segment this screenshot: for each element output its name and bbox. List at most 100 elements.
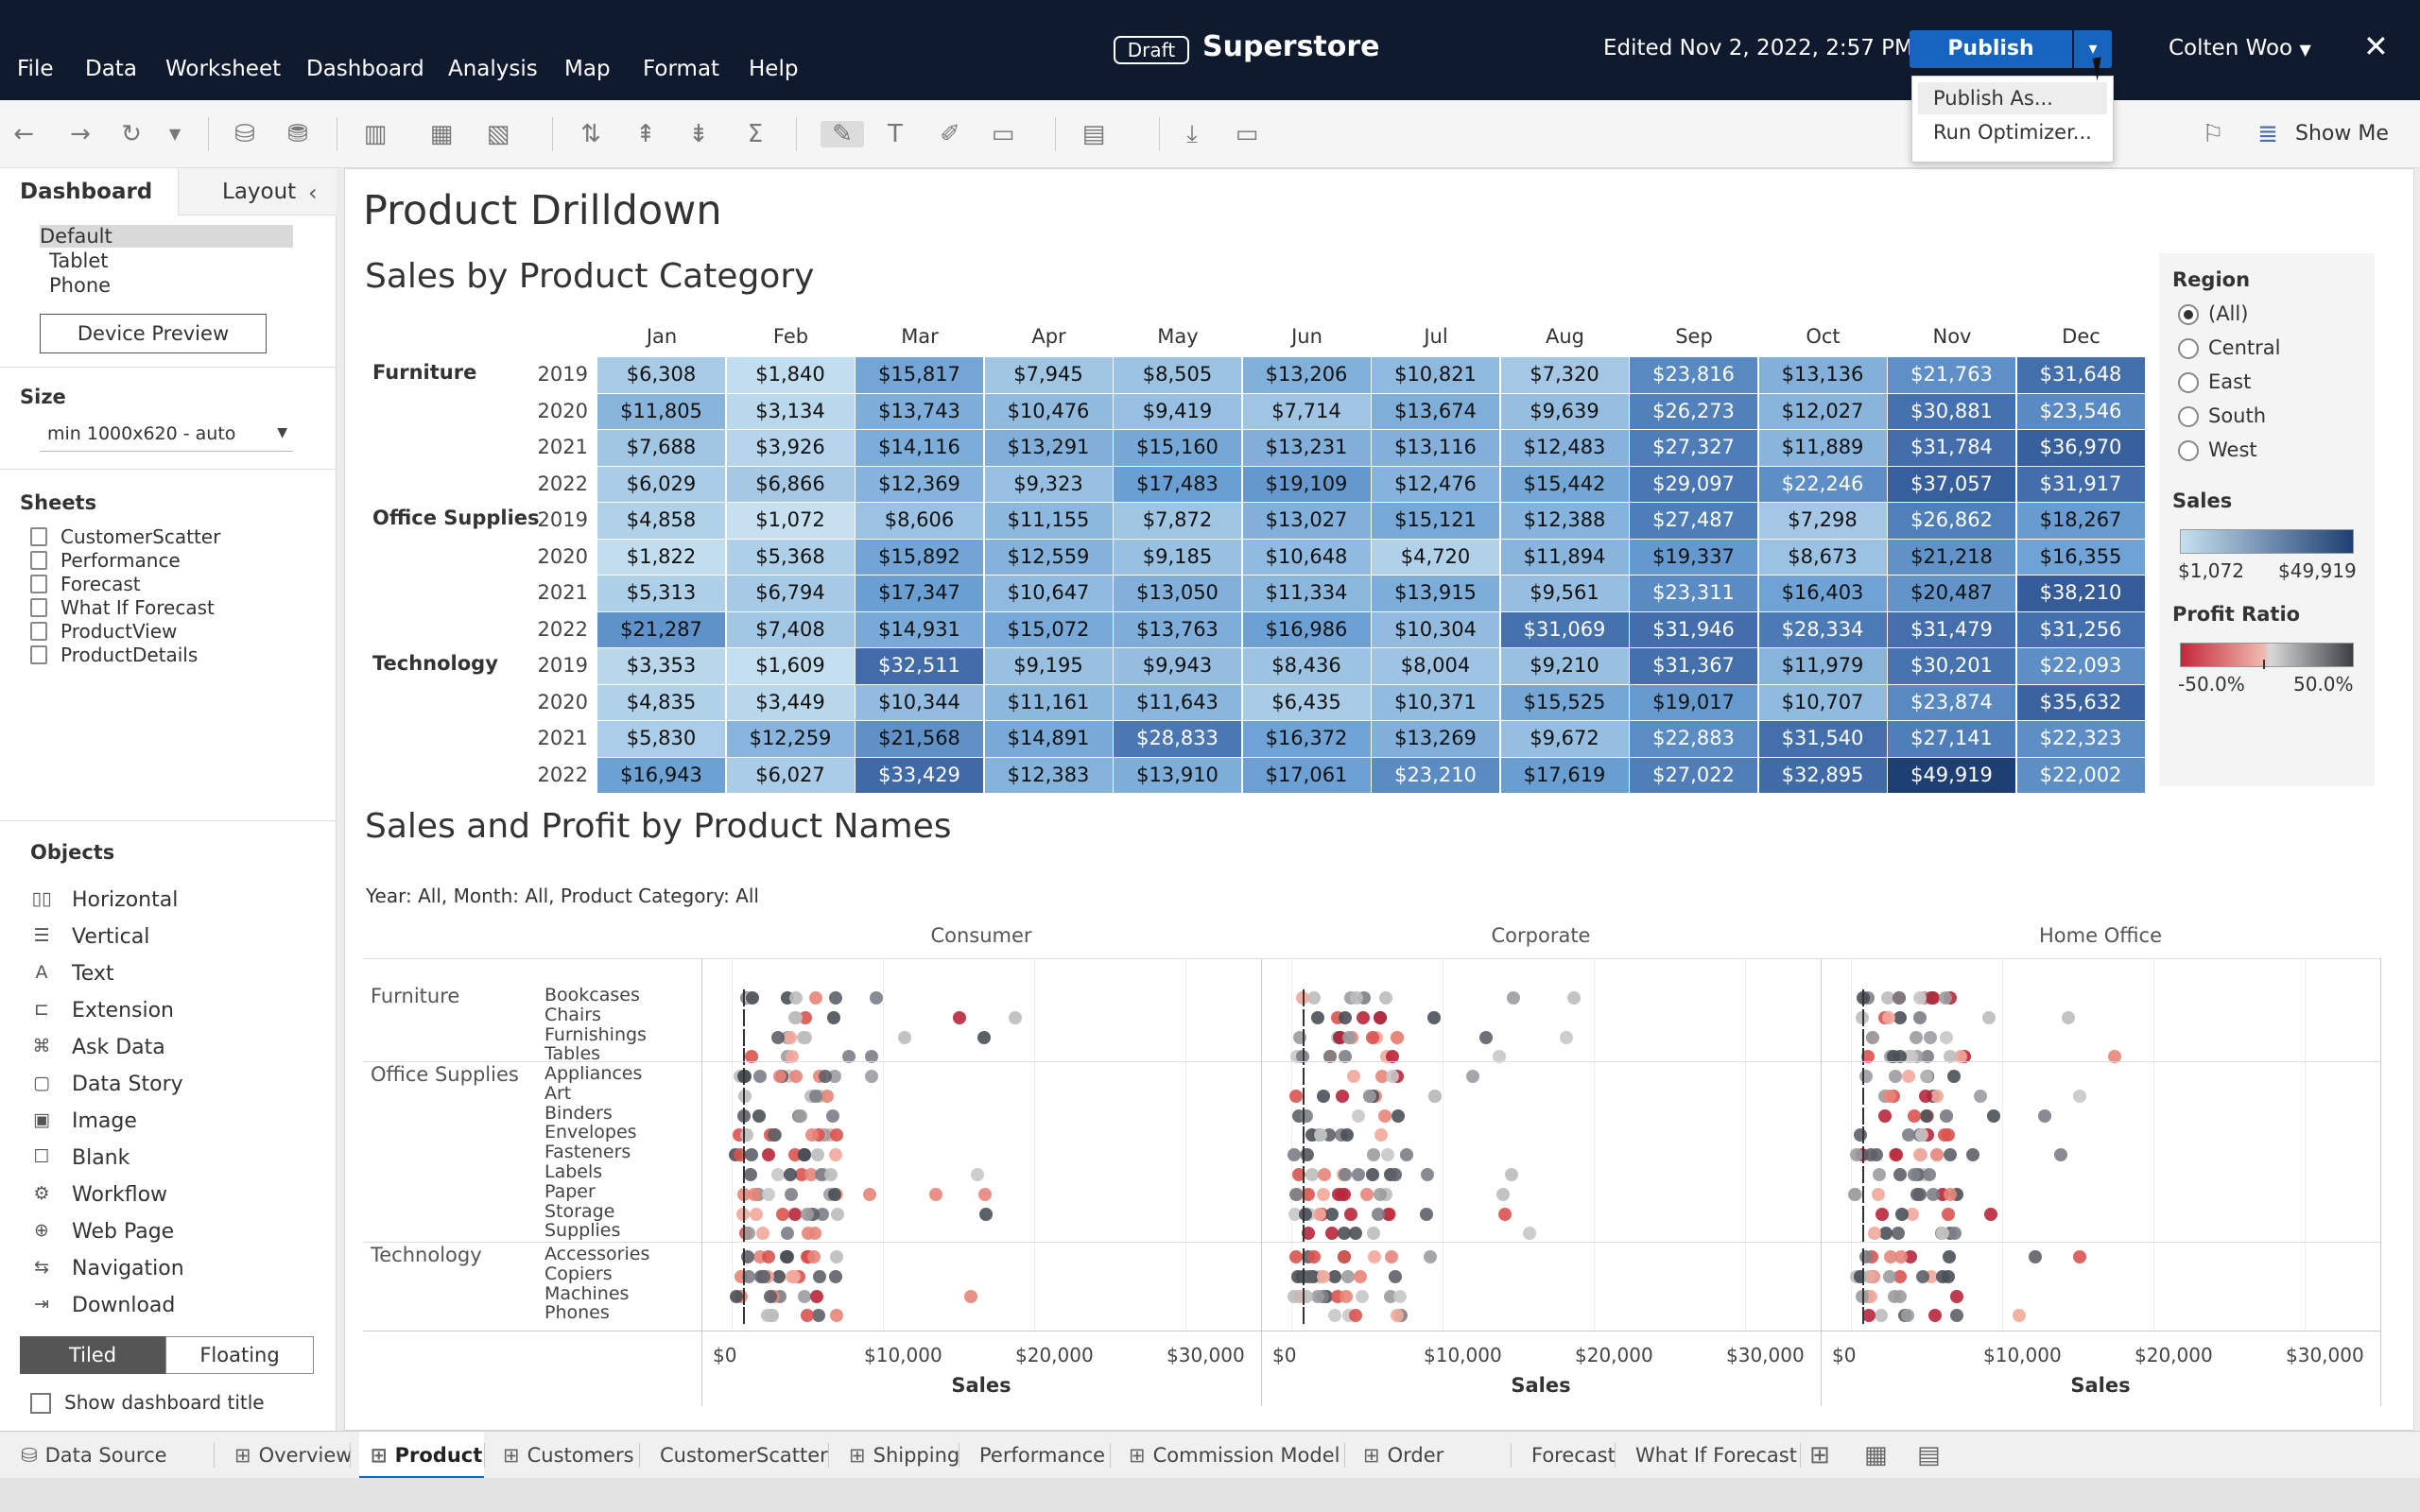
scatter-point[interactable] xyxy=(1901,1309,1915,1323)
heatmap-cell[interactable]: $12,483 xyxy=(1500,430,1629,466)
heatmap-cell[interactable]: $10,707 xyxy=(1758,684,1887,720)
heatmap-cell[interactable]: $10,476 xyxy=(984,393,1113,429)
heatmap-cell[interactable]: $37,057 xyxy=(1888,466,2015,502)
tab-layout[interactable]: Layout xyxy=(178,168,337,215)
heatmap-cell[interactable]: $17,483 xyxy=(1114,466,1241,502)
scatter-point[interactable] xyxy=(1889,1070,1903,1083)
heatmap-cell[interactable]: $27,141 xyxy=(1888,721,2015,757)
scatter-point[interactable] xyxy=(1495,1187,1510,1201)
scatter-point[interactable] xyxy=(766,1309,780,1323)
scatter-point[interactable] xyxy=(1298,1207,1312,1221)
tiled-button[interactable]: Tiled xyxy=(20,1336,165,1374)
show-me-button[interactable]: Show Me xyxy=(2295,122,2389,146)
scatter-point[interactable] xyxy=(744,1148,758,1162)
scatter-point[interactable] xyxy=(1848,1187,1862,1201)
scatter-point[interactable] xyxy=(1348,1227,1362,1241)
heatmap-cell[interactable]: $28,334 xyxy=(1758,611,1887,647)
scatter-point[interactable] xyxy=(1566,991,1581,1005)
scatter-point[interactable] xyxy=(1391,1108,1405,1123)
scatter-point[interactable] xyxy=(1982,1010,1996,1024)
scatter-point[interactable] xyxy=(1559,1030,1573,1044)
scatter-point[interactable] xyxy=(1910,1187,1924,1201)
heatmap-cell[interactable]: $31,540 xyxy=(1758,721,1887,757)
tab-forecast[interactable]: Forecast xyxy=(1520,1432,1616,1479)
scatter-point[interactable] xyxy=(739,1128,753,1143)
scatter-point[interactable] xyxy=(1862,1309,1876,1323)
sheet-item-customerscatter[interactable]: CustomerScatter xyxy=(60,525,221,548)
scatter-point[interactable] xyxy=(1944,1187,1958,1201)
object-navigation[interactable]: Navigation xyxy=(72,1257,184,1280)
heatmap-cell[interactable]: $12,388 xyxy=(1500,503,1629,539)
heatmap-cell[interactable]: $32,895 xyxy=(1758,757,1887,793)
show-me-icon[interactable]: ≣ xyxy=(2257,120,2278,148)
scatter-point[interactable] xyxy=(741,1269,755,1283)
region-radio-central[interactable] xyxy=(2178,338,2199,359)
sort-ascending-icon[interactable]: ⇞ xyxy=(635,120,656,148)
heatmap-cell[interactable]: $4,835 xyxy=(597,684,725,720)
heatmap-cell[interactable]: $10,304 xyxy=(1372,611,1499,647)
scatter-point[interactable] xyxy=(978,1207,993,1221)
scatter-point[interactable] xyxy=(772,1070,786,1083)
scatter-point[interactable] xyxy=(1909,1030,1923,1044)
new-story-icon[interactable]: ▤ xyxy=(1917,1441,1941,1469)
heatmap-cell[interactable]: $13,763 xyxy=(1114,611,1241,647)
highlight-icon[interactable]: ✎ xyxy=(821,121,864,147)
scatter-point[interactable] xyxy=(1427,1010,1442,1024)
tab-data-source[interactable]: ⛁ Data Source xyxy=(9,1432,214,1479)
scatter-point[interactable] xyxy=(1916,1269,1930,1283)
scatter-point[interactable] xyxy=(783,1168,797,1181)
heatmap-cell[interactable]: $14,891 xyxy=(984,721,1113,757)
heatmap-cell[interactable]: $12,476 xyxy=(1372,466,1499,502)
scatter-point[interactable] xyxy=(1340,1289,1354,1303)
scatter-point[interactable] xyxy=(1366,1168,1380,1181)
scatter-point[interactable] xyxy=(826,1108,840,1123)
sheet-item-forecast[interactable]: Forecast xyxy=(60,573,141,595)
scatter-point[interactable] xyxy=(1893,1269,1908,1283)
heatmap-cell[interactable]: $31,367 xyxy=(1630,648,1757,684)
heatmap-cell[interactable]: $11,979 xyxy=(1758,648,1887,684)
publish-button[interactable]: Publish xyxy=(1910,30,2072,68)
scatter-point[interactable] xyxy=(1954,1050,1968,1064)
scatter-point[interactable] xyxy=(800,1207,814,1221)
scatter-point[interactable] xyxy=(1312,1207,1326,1221)
tab-order-details[interactable]: ⊞Order Details xyxy=(1352,1432,1511,1512)
scatter-point[interactable] xyxy=(1942,1269,1956,1283)
scatter-point[interactable] xyxy=(1335,1089,1349,1103)
scatter-point[interactable] xyxy=(1929,1089,1944,1103)
heatmap-cell[interactable]: $10,648 xyxy=(1242,539,1371,575)
collapse-panel-icon[interactable]: ‹ xyxy=(308,180,318,206)
heatmap-cell[interactable]: $28,833 xyxy=(1114,721,1241,757)
heatmap-cell[interactable]: $11,643 xyxy=(1114,684,1241,720)
scatter-point[interactable] xyxy=(756,1269,770,1283)
scatter-point[interactable] xyxy=(1322,1050,1337,1064)
scatter-point[interactable] xyxy=(1009,1010,1023,1024)
heatmap-cell[interactable]: $7,945 xyxy=(984,357,1113,393)
heatmap-cell[interactable]: $7,872 xyxy=(1114,503,1241,539)
heatmap-cell[interactable]: $14,931 xyxy=(856,611,983,647)
scatter-point[interactable] xyxy=(738,1089,752,1103)
presentation-icon[interactable]: ▭ xyxy=(1235,120,1259,148)
download-icon[interactable]: ⤓ xyxy=(1186,120,1198,148)
scatter-point[interactable] xyxy=(1866,1269,1880,1283)
object-workflow[interactable]: Workflow xyxy=(72,1183,168,1207)
scatter-point[interactable] xyxy=(1506,991,1520,1005)
scatter-point[interactable] xyxy=(1391,1309,1405,1323)
scatter-point[interactable] xyxy=(1905,1207,1919,1221)
object-extension[interactable]: Extension xyxy=(72,999,175,1022)
heatmap-cell[interactable]: $27,487 xyxy=(1630,503,1757,539)
heatmap-cell[interactable]: $31,479 xyxy=(1888,611,2015,647)
scatter-point[interactable] xyxy=(1305,1168,1319,1181)
scatter-point[interactable] xyxy=(797,1148,811,1162)
object-data-story[interactable]: Data Story xyxy=(72,1073,183,1096)
tab-commission-model[interactable]: ⊞ Commission Model xyxy=(1117,1432,1344,1479)
scatter-point[interactable] xyxy=(1939,991,1953,1005)
heatmap-cell[interactable]: $20,487 xyxy=(1888,576,2015,611)
heatmap-cell[interactable]: $6,435 xyxy=(1242,684,1371,720)
heatmap-cell[interactable]: $32,511 xyxy=(856,648,983,684)
heatmap-cell[interactable]: $13,674 xyxy=(1372,393,1499,429)
scatter-point[interactable] xyxy=(829,1148,843,1162)
scatter-point[interactable] xyxy=(771,1168,786,1181)
scatter-point[interactable] xyxy=(1288,1289,1302,1303)
scatter-point[interactable] xyxy=(808,991,822,1005)
scatter-point[interactable] xyxy=(1893,1168,1907,1181)
